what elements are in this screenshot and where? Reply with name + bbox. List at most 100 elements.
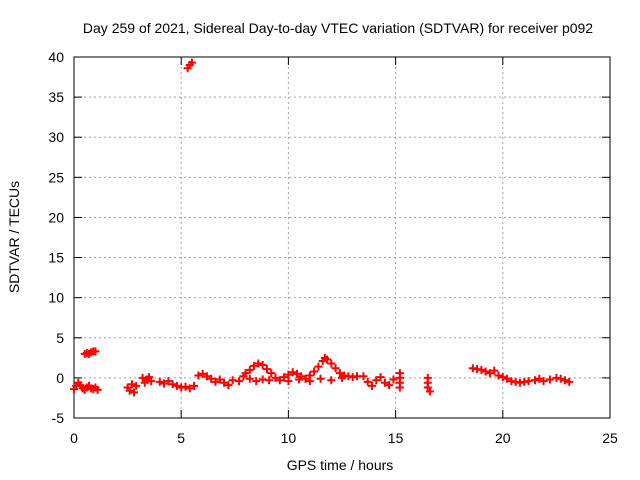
- data-point: [155, 377, 164, 386]
- x-tick-label: 15: [388, 430, 404, 446]
- plot-frame: [73, 56, 611, 419]
- series-sat-f: [183, 58, 196, 73]
- data-point: [425, 387, 434, 396]
- data-point: [338, 373, 346, 382]
- data-point: [477, 365, 486, 374]
- series-sat-h: [235, 359, 280, 386]
- data-point: [127, 380, 136, 389]
- data-point: [275, 376, 284, 385]
- x-tick-label: 10: [281, 430, 297, 446]
- data-point: [245, 365, 254, 374]
- data-point: [395, 383, 404, 392]
- data-point: [211, 377, 220, 386]
- data-point: [185, 384, 194, 393]
- data-point: [168, 380, 177, 389]
- data-point: [147, 377, 156, 386]
- data-point: [372, 376, 381, 385]
- y-tick-label: 10: [48, 290, 64, 306]
- data-point: [310, 367, 319, 376]
- data-point: [316, 374, 325, 383]
- data-point: [539, 377, 548, 386]
- data-point: [376, 373, 385, 382]
- x-axis-label: GPS time / hours: [287, 457, 394, 473]
- data-point: [132, 381, 141, 390]
- data-point: [160, 379, 169, 388]
- data-point: [292, 369, 301, 378]
- data-point: [265, 376, 274, 385]
- y-tick-label: 30: [48, 129, 64, 145]
- data-point: [280, 373, 289, 382]
- series-sat-a: [70, 378, 102, 394]
- data-point: [368, 381, 377, 390]
- data-point: [267, 369, 276, 378]
- data-point: [130, 388, 139, 397]
- y-tick-label: 20: [48, 209, 64, 225]
- data-point: [503, 374, 512, 383]
- data-point: [250, 361, 259, 370]
- data-point: [254, 359, 263, 368]
- series-sat-b: [80, 347, 100, 358]
- data-point: [327, 376, 336, 385]
- data-point: [187, 58, 196, 67]
- series-sat-k: [359, 372, 398, 390]
- y-tick-label: 35: [48, 89, 64, 105]
- data-point: [93, 385, 102, 394]
- data-point: [145, 373, 154, 382]
- data-point: [331, 364, 340, 373]
- data-point: [481, 367, 490, 376]
- data-point: [530, 376, 539, 385]
- data-point: [220, 378, 229, 387]
- data-point: [389, 375, 398, 384]
- x-tick-label: 5: [177, 430, 185, 446]
- data-point: [91, 347, 100, 356]
- data-point: [363, 377, 372, 386]
- data-point: [181, 382, 190, 391]
- data-point: [164, 377, 173, 386]
- data-point: [252, 377, 261, 386]
- data-point: [284, 377, 293, 386]
- y-axis-label: SDTVAR / TECUs: [6, 181, 22, 293]
- data-point: [490, 366, 499, 375]
- data-point: [305, 377, 314, 386]
- data-point: [271, 373, 280, 382]
- data-point: [327, 359, 336, 368]
- data-point: [224, 381, 233, 390]
- data-point: [194, 371, 203, 380]
- series-sat-j: [284, 373, 346, 386]
- data-point: [380, 378, 389, 387]
- chart-title: Day 259 of 2021, Sidereal Day-to-day VTE…: [83, 20, 593, 36]
- series-sat-c: [123, 380, 141, 397]
- data-point: [565, 377, 574, 386]
- x-tick-label: 0: [70, 430, 78, 446]
- data-point: [235, 377, 244, 386]
- y-tick-label: -5: [52, 410, 65, 426]
- x-tick-label: 25: [602, 430, 618, 446]
- data-point: [258, 361, 267, 370]
- data-points: [70, 58, 574, 397]
- x-tick-label: 20: [495, 430, 511, 446]
- series-sat-n: [468, 364, 533, 387]
- y-tick-label: 25: [48, 169, 64, 185]
- data-point: [423, 383, 432, 392]
- data-point: [556, 374, 565, 383]
- data-point: [385, 381, 394, 390]
- series-sat-e: [155, 377, 199, 393]
- data-point: [560, 376, 569, 385]
- data-point: [295, 375, 304, 384]
- data-point: [207, 374, 216, 383]
- data-point: [494, 371, 503, 380]
- data-point: [498, 373, 507, 382]
- y-tick-label: 5: [56, 330, 64, 346]
- data-point: [125, 386, 134, 395]
- data-point: [245, 374, 254, 383]
- series-sat-m: [423, 373, 434, 396]
- data-point: [241, 369, 250, 378]
- grid-lines: [74, 57, 610, 418]
- data-point: [314, 362, 323, 371]
- data-point: [288, 368, 297, 377]
- data-point: [215, 375, 224, 384]
- data-point: [262, 365, 271, 374]
- data-point: [335, 369, 344, 378]
- series-sat-d: [138, 373, 156, 387]
